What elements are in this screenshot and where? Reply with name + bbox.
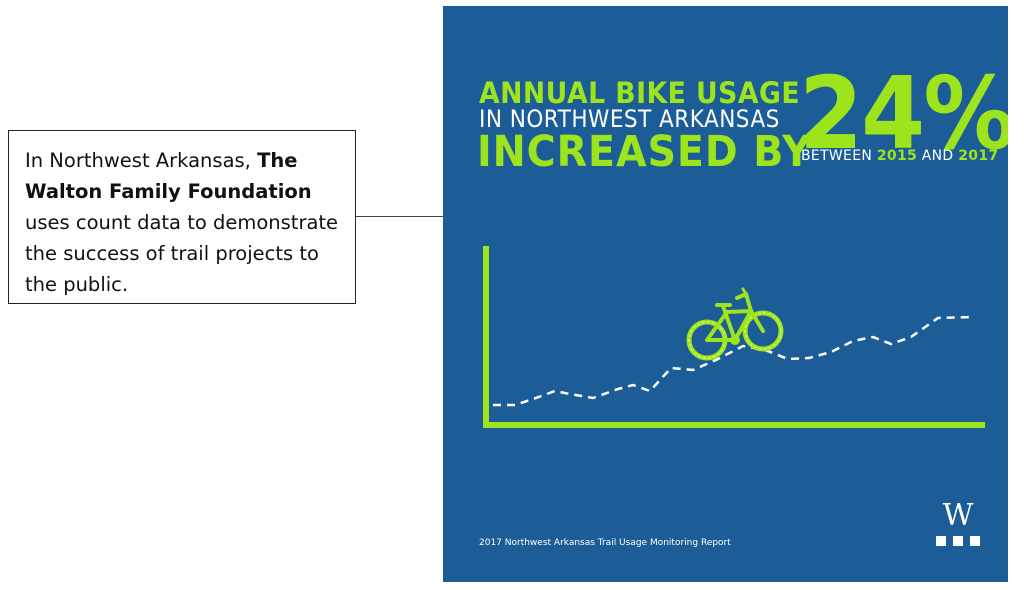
logo-squares — [936, 536, 980, 546]
logo-letter: W — [942, 498, 974, 533]
infographic-poster: ANNUAL BIKE USAGE IN NORTHWEST ARKANSAS … — [443, 6, 1008, 582]
between-and: AND — [917, 148, 959, 164]
callout-box: In Northwest Arkansas, The Walton Family… — [8, 130, 356, 304]
year-end: 2017 — [958, 148, 999, 164]
bicycle-icon — [686, 287, 784, 361]
callout-text-before: In Northwest Arkansas, — [25, 149, 258, 172]
callout-text-bold: The Walton Family Foundation — [25, 149, 312, 203]
connector-line — [356, 216, 443, 217]
headline-line2: IN NORTHWEST ARKANSAS — [479, 105, 780, 133]
big-percentage: 24% — [799, 55, 1008, 172]
chart-axes — [483, 246, 985, 428]
callout-text-after: uses count data to demonstrate the succe… — [25, 211, 339, 296]
report-label: 2017 Northwest Arkansas Trail Usage Moni… — [479, 538, 731, 548]
headline-line1: ANNUAL BIKE USAGE — [479, 76, 801, 110]
trend-illustration — [483, 246, 985, 428]
trend-line — [493, 315, 974, 407]
between-prefix: BETWEEN — [801, 148, 877, 164]
walton-logo-icon: W — [933, 500, 983, 546]
headline-line3: INCREASED BY — [477, 127, 812, 177]
year-start: 2015 — [876, 148, 918, 164]
between-years: BETWEEN 2015 AND 2017 — [801, 148, 998, 164]
